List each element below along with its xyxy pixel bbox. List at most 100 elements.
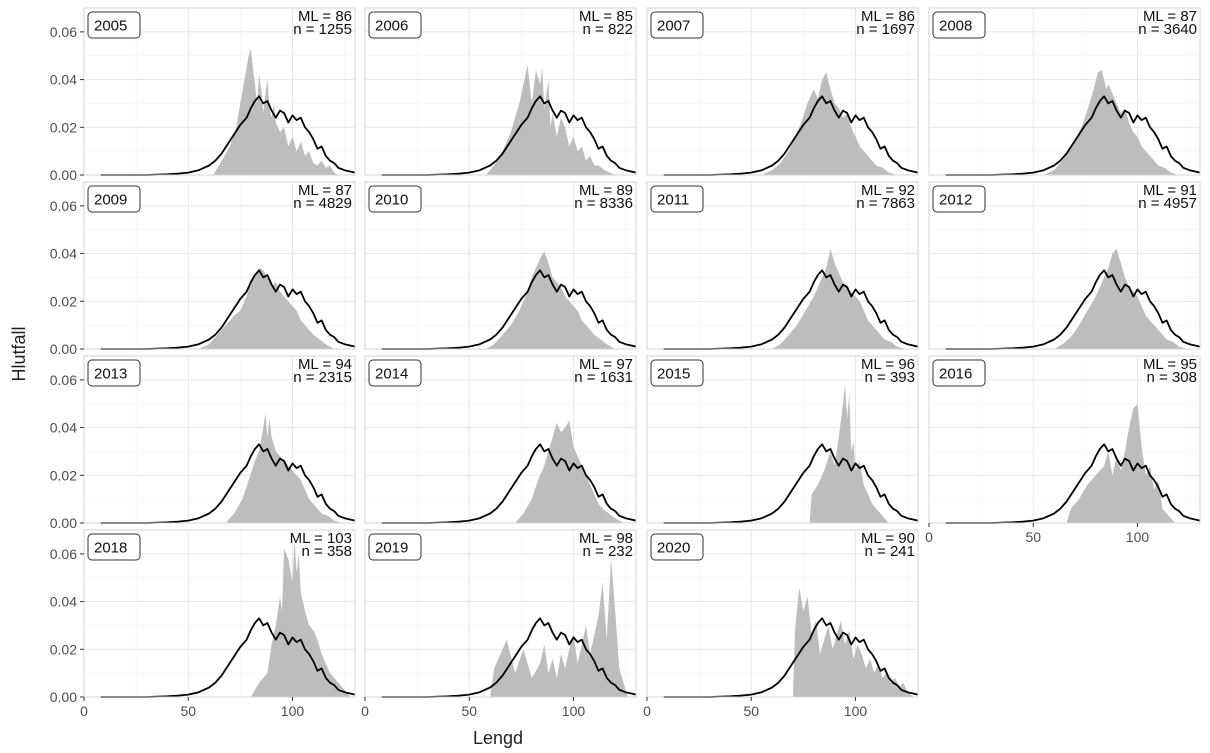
- reference-line-2010: [381, 269, 637, 350]
- panel-border: [646, 7, 919, 176]
- year-label-box: [650, 185, 704, 213]
- facet-panel-2019: 2019 ML = 98n = 232: [364, 529, 637, 698]
- reference-line-2019: [381, 617, 637, 698]
- facet-panel-2013: 2013 ML = 94n = 2315: [83, 355, 356, 524]
- ml-annotation: ML = 95: [1143, 356, 1197, 373]
- x-tick-label: 50: [743, 703, 759, 719]
- n-annotation: n = 1697: [856, 21, 915, 38]
- observed-area-2011: [772, 248, 906, 349]
- facet-panel-2006: 2006 ML = 85n = 822: [364, 7, 637, 176]
- year-label: 2018: [94, 540, 127, 557]
- panel-border: [364, 7, 637, 176]
- year-label: 2015: [657, 366, 690, 383]
- year-label-box: [87, 359, 141, 387]
- panel-border: [928, 181, 1201, 350]
- y-tick-label: 0.06: [50, 372, 77, 388]
- x-axis-4: 0 50 100: [925, 523, 1149, 545]
- x-axis-title: Lengd: [473, 728, 523, 748]
- year-label: 2005: [94, 18, 127, 35]
- reference-line-2015: [663, 443, 919, 524]
- y-axis-row-1: 0.00 0.02 0.04 0.06: [50, 24, 84, 183]
- n-annotation: n = 4829: [293, 195, 352, 212]
- n-annotation: n = 1631: [574, 369, 633, 386]
- y-axis-row-3: 0.00 0.02 0.04 0.06: [50, 372, 84, 531]
- year-label-box: [650, 533, 704, 561]
- n-annotation: n = 358: [302, 543, 352, 560]
- facet-axes: 0.00 0.02 0.04 0.06 0.00 0.02 0.04 0.06 0.00 0.02…: [50, 24, 1150, 719]
- observed-area-2016: [1066, 403, 1175, 523]
- ml-annotation: ML = 87: [1143, 8, 1197, 25]
- x-axis-1: 0 50 100: [80, 697, 304, 719]
- n-annotation: n = 1255: [293, 21, 352, 38]
- n-annotation: n = 8336: [574, 195, 633, 212]
- reference-line-2013: [100, 443, 356, 524]
- ml-annotation: ML = 98: [579, 530, 633, 547]
- year-label-box: [368, 11, 422, 39]
- observed-area-2006: [485, 65, 616, 175]
- panel-border: [83, 355, 356, 524]
- facet-panel-2016: 2016 ML = 95n = 308: [928, 355, 1201, 524]
- n-annotation: n = 2315: [293, 369, 352, 386]
- observed-area-2018: [250, 539, 351, 697]
- year-label-box: [650, 359, 704, 387]
- reference-line-2020: [663, 617, 919, 698]
- year-label: 2006: [375, 18, 408, 35]
- y-tick-label: 0.04: [50, 246, 77, 262]
- y-tick-label: 0.06: [50, 24, 77, 40]
- n-annotation: n = 4957: [1138, 195, 1197, 212]
- y-tick-label: 0.02: [50, 641, 77, 657]
- ml-annotation: ML = 94: [298, 356, 352, 373]
- observed-area-2012: [1054, 248, 1188, 349]
- ml-annotation: ML = 96: [861, 356, 915, 373]
- y-tick-label: 0.04: [50, 420, 77, 436]
- x-tick-label: 100: [281, 703, 305, 719]
- panel-border: [646, 181, 919, 350]
- n-annotation: n = 822: [583, 21, 633, 38]
- year-label-box: [650, 11, 704, 39]
- x-tick-label: 50: [180, 703, 196, 719]
- ml-annotation: ML = 92: [861, 182, 915, 199]
- reference-line-2016: [945, 443, 1201, 524]
- facet-panel-2011: 2011 ML = 92n = 7863: [646, 181, 919, 350]
- facet-panel-2009: 2009 ML = 87n = 4829: [83, 181, 356, 350]
- facet-panel-2007: 2007 ML = 86n = 1697: [646, 7, 919, 176]
- year-label: 2009: [94, 192, 127, 209]
- x-axis-2: 0 50 100: [361, 697, 585, 719]
- ml-annotation: ML = 103: [290, 530, 352, 547]
- year-label-box: [87, 533, 141, 561]
- observed-area-2008: [1043, 70, 1180, 175]
- facet-panel-2012: 2012 ML = 91n = 4957: [928, 181, 1201, 350]
- observed-area-2015: [809, 384, 889, 523]
- n-annotation: n = 393: [865, 369, 915, 386]
- ml-annotation: ML = 90: [861, 530, 915, 547]
- observed-area-2019: [490, 558, 628, 697]
- reference-line-2008: [945, 95, 1201, 176]
- y-tick-label: 0.06: [50, 198, 77, 214]
- year-label: 2020: [657, 540, 690, 557]
- y-tick-label: 0.04: [50, 594, 77, 610]
- panel-border: [646, 529, 919, 698]
- y-tick-label: 0.00: [50, 689, 77, 705]
- ml-annotation: ML = 91: [1143, 182, 1197, 199]
- y-tick-label: 0.02: [50, 293, 77, 309]
- panel-border: [364, 529, 637, 698]
- reference-line-2011: [663, 269, 919, 350]
- observed-area-2009: [198, 267, 335, 349]
- y-tick-label: 0.00: [50, 167, 77, 183]
- panel-border: [83, 181, 356, 350]
- year-label: 2019: [375, 540, 408, 557]
- reference-line-2012: [945, 269, 1201, 350]
- panel-border: [646, 355, 919, 524]
- year-label-box: [932, 185, 986, 213]
- year-label-box: [87, 11, 141, 39]
- y-axis-title: Hlutfall: [9, 326, 29, 381]
- year-label: 2011: [657, 192, 689, 209]
- y-axis-row-4: 0.00 0.02 0.04 0.06: [50, 546, 84, 705]
- panel-border: [928, 355, 1201, 524]
- year-label-box: [368, 185, 422, 213]
- year-label-box: [368, 533, 422, 561]
- y-axis-row-2: 0.00 0.02 0.04 0.06: [50, 198, 84, 357]
- panel-border: [364, 355, 637, 524]
